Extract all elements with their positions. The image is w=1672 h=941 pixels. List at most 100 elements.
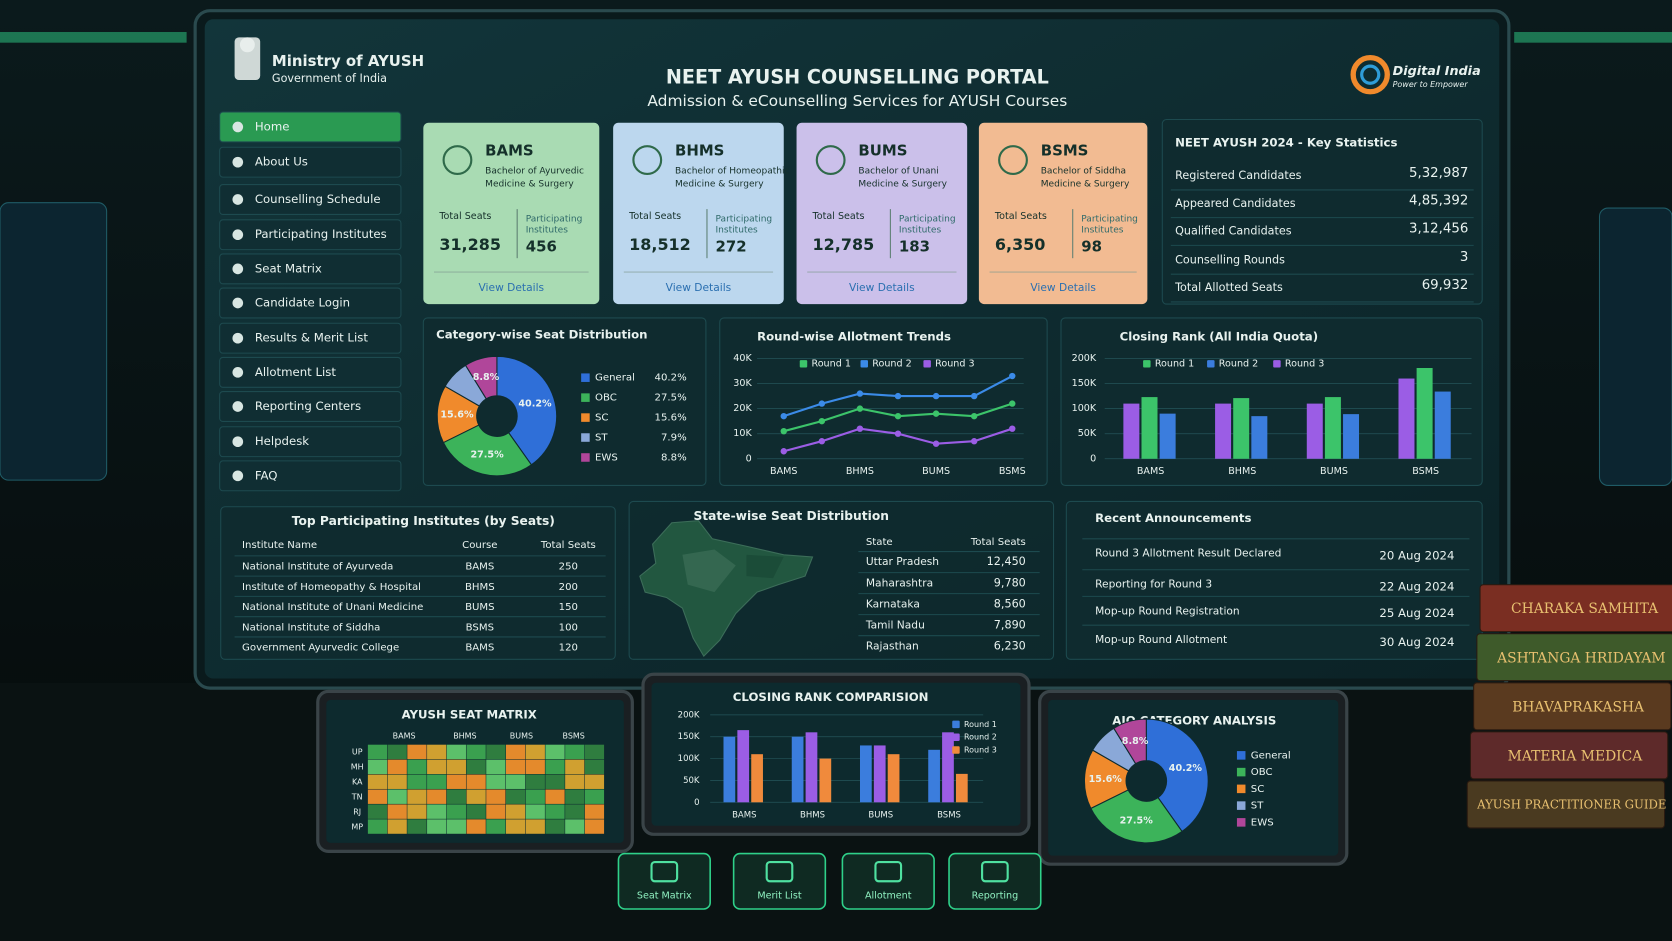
chart-title: Round-wise Allotment Trends xyxy=(757,330,951,344)
stat-value: 4,85,392 xyxy=(1409,194,1468,209)
line-point xyxy=(818,417,826,425)
legend-swatch xyxy=(923,360,931,368)
legend-label: Round 2 xyxy=(964,733,997,742)
matrix-cell xyxy=(584,789,605,804)
matrix-cell xyxy=(565,774,585,789)
nav-item[interactable]: Reporting Centers xyxy=(219,391,402,422)
bar xyxy=(1141,397,1158,459)
announcement[interactable]: Mop-up Round Allotment xyxy=(1095,633,1227,646)
seats-label: Total Seats xyxy=(628,211,681,222)
side-display xyxy=(0,202,108,481)
nav-item[interactable]: Participating Institutes xyxy=(219,219,402,251)
chart-title: Closing Rank (All India Quota) xyxy=(1120,330,1318,344)
nav-item[interactable]: Results & Merit List xyxy=(219,322,402,354)
x-tick-label: BAMS xyxy=(1137,466,1164,477)
nav-item[interactable]: Helpdesk xyxy=(219,426,402,458)
y-tick-label: 10K xyxy=(733,428,752,439)
matrix-cell xyxy=(367,789,388,804)
matrix-cell xyxy=(525,774,545,789)
legend-label: Round 2 xyxy=(1219,358,1258,369)
neon-strip xyxy=(1514,32,1672,43)
nav-icon xyxy=(232,367,244,378)
nav-icon xyxy=(232,332,244,344)
matrix-cell xyxy=(407,744,427,760)
course-card[interactable]: BUMS Bachelor of Unani Medicine & Surgery T… xyxy=(796,122,968,305)
nav-item-bg xyxy=(219,287,402,319)
matrix-cell xyxy=(367,774,388,789)
matrix-cell xyxy=(387,744,407,760)
nav-item[interactable]: FAQ xyxy=(219,460,402,492)
matrix-cell xyxy=(505,744,526,760)
institutes-panel xyxy=(220,506,616,660)
nav-item[interactable]: Home xyxy=(219,111,402,143)
course-card[interactable]: BAMS Bachelor of Ayurvedic Medicine & Surg… xyxy=(423,122,600,305)
course-card[interactable]: BSMS Bachelor of Siddha Medicine & Surgery… xyxy=(978,122,1148,305)
stat-label: Total Allotted Seats xyxy=(1174,281,1283,294)
bar xyxy=(751,754,763,803)
table-cell: 7,890 xyxy=(994,618,1026,631)
matrix-cell xyxy=(584,744,605,760)
table-title: State-wise Seat Distribution xyxy=(693,509,888,523)
bar xyxy=(1434,391,1451,459)
legend-swatch xyxy=(1143,360,1151,368)
matrix-cell xyxy=(466,774,486,789)
nav-item[interactable]: Seat Matrix xyxy=(219,253,402,285)
matrix-cell xyxy=(584,819,605,834)
nav-item-bg xyxy=(219,111,402,143)
nav-item-bg xyxy=(219,146,402,178)
matrix-cell xyxy=(466,819,486,834)
nav-item-bg xyxy=(219,426,402,458)
legend-label: OBC xyxy=(1251,767,1273,778)
nav-item[interactable]: Allotment List xyxy=(219,356,402,388)
matrix-column: BHMS xyxy=(453,732,476,741)
y-tick-label: 0 xyxy=(1090,453,1096,464)
nav-item[interactable]: Candidate Login xyxy=(219,287,402,319)
matrix-cell xyxy=(466,744,486,760)
nav-item-bg xyxy=(219,322,402,354)
nav-item[interactable]: Counselling Schedule xyxy=(219,184,402,215)
nav-item[interactable]: About Us xyxy=(219,146,402,178)
legend-label: Round 1 xyxy=(1155,358,1194,369)
legend-swatch xyxy=(1236,784,1246,794)
y-tick-label: 0 xyxy=(746,453,752,464)
matrix-cell xyxy=(525,744,545,760)
nav-label: Results & Merit List xyxy=(255,331,368,345)
legend-label: Round 3 xyxy=(1285,358,1324,369)
announcement[interactable]: Round 3 Allotment Result Declared xyxy=(1095,547,1281,560)
book-title: BHAVAPRAKASHA xyxy=(1512,699,1645,715)
matrix-cell xyxy=(407,804,427,819)
legend-label: ST xyxy=(595,433,608,444)
nav-icon xyxy=(232,194,244,205)
seats-label: Total Seats xyxy=(438,211,491,222)
matrix-column: BAMS xyxy=(393,732,416,741)
quick-button[interactable]: Allotment xyxy=(841,852,935,910)
announcement[interactable]: Mop-up Round Registration xyxy=(1095,604,1240,617)
course-card[interactable]: BHMS Bachelor of Homeopathic Medicine & Su… xyxy=(613,122,790,305)
matrix-cell xyxy=(427,774,447,789)
announcement-date: 22 Aug 2024 xyxy=(1379,579,1454,593)
announcement[interactable]: Reporting for Round 3 xyxy=(1095,578,1212,591)
quick-button[interactable]: Seat Matrix xyxy=(617,852,711,910)
line-point xyxy=(970,438,978,445)
matrix-column: BUMS xyxy=(510,732,533,741)
matrix-column: BSMS xyxy=(562,732,584,741)
book-title: CHARAKA SAMHITA xyxy=(1511,601,1659,617)
pie-slice xyxy=(1145,718,1209,833)
line-point xyxy=(780,427,787,435)
matrix-cell xyxy=(486,819,506,834)
y-tick-label: 150K xyxy=(678,732,700,742)
course-code: BSMS xyxy=(1041,141,1089,159)
quick-button[interactable]: Reporting xyxy=(948,852,1042,910)
bar xyxy=(1251,416,1268,459)
matrix-cell xyxy=(446,819,466,834)
matrix-cell xyxy=(387,819,407,834)
x-tick-label: BUMS xyxy=(868,811,893,821)
bar xyxy=(928,749,940,803)
table-cell: 8,560 xyxy=(994,597,1026,610)
matrix-cell xyxy=(525,759,545,775)
bar xyxy=(791,736,804,803)
matrix-cell xyxy=(407,774,427,789)
table-cell: 6,230 xyxy=(994,639,1026,652)
quick-button[interactable]: Merit List xyxy=(732,852,827,910)
bar xyxy=(1306,403,1323,459)
